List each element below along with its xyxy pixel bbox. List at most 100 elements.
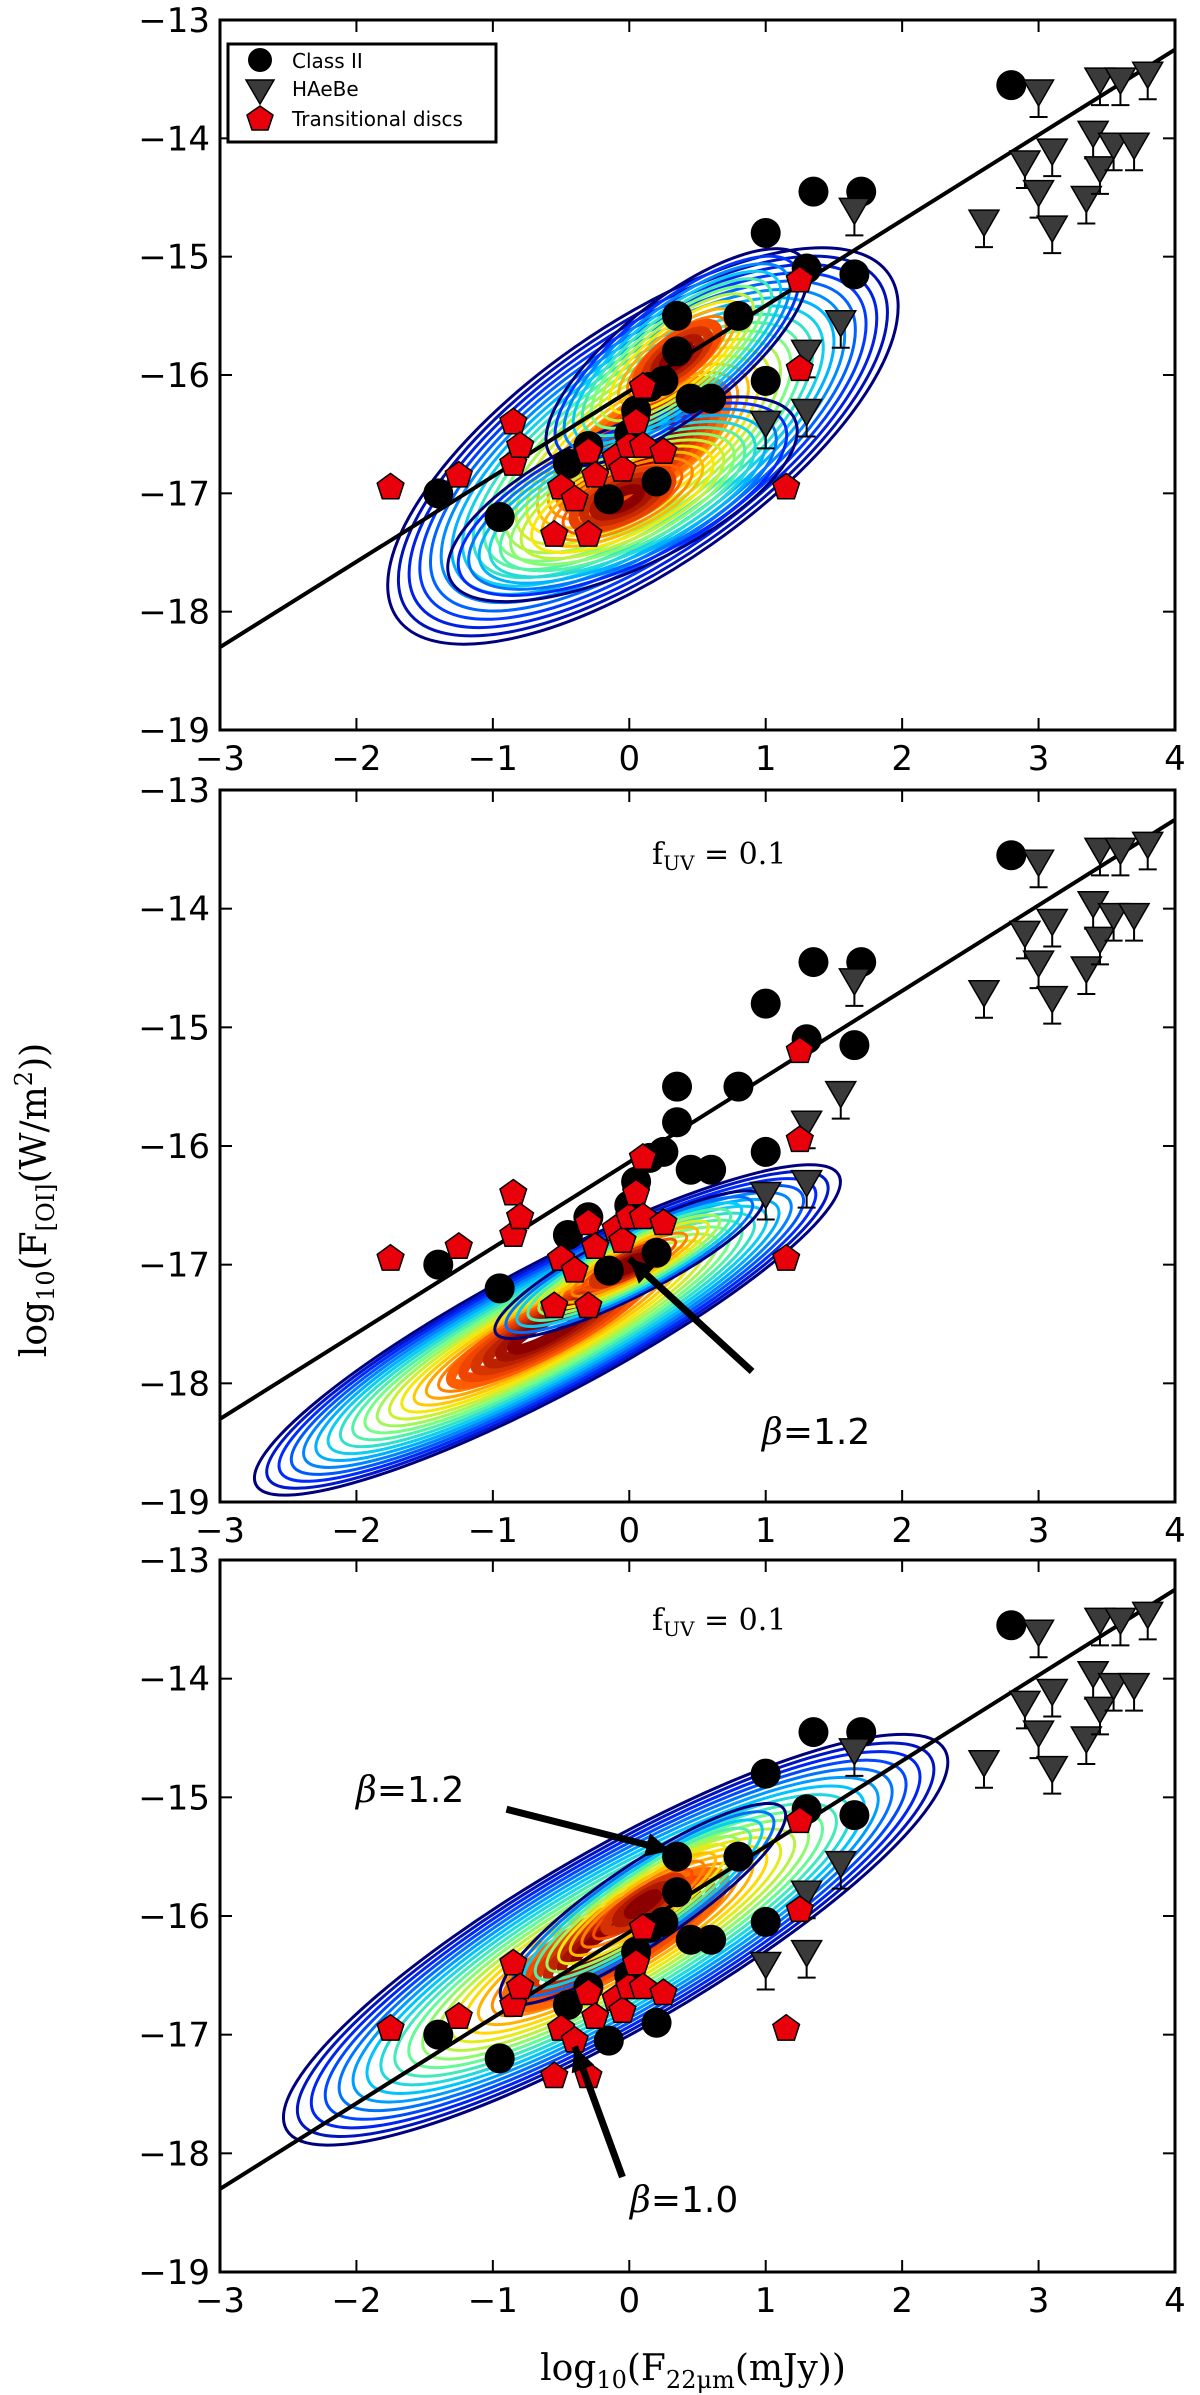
haebe-point [1131, 1601, 1165, 1630]
transitional-point [649, 1978, 678, 2006]
x-tick-label: −3 [195, 1511, 245, 1551]
transitional-point [376, 1243, 405, 1271]
y-tick-label: −14 [138, 1660, 210, 1700]
transitional-point [608, 1995, 637, 2024]
haebe-point [1104, 837, 1137, 866]
y-tick-label: −13 [138, 1541, 210, 1581]
x-tick-label: −2 [331, 1511, 381, 1551]
annotation-arrowhead [629, 1258, 656, 1284]
y-tick-label: −18 [138, 2134, 210, 2174]
haebe-point [1117, 902, 1151, 932]
panel-3: −3 −2 −1 0 1 2 3 4 −19 −18 −17 −16 −15 −14 −13 [138, 1541, 1186, 2321]
fit-line [218, 47, 1177, 649]
y-tick-label: −14 [138, 119, 210, 159]
panel2-beta-label: β=1.2 [760, 1412, 870, 1453]
class2-point [641, 1237, 672, 1268]
x-tick-label: 1 [755, 1511, 777, 1551]
class2-point [798, 1717, 829, 1748]
class2-point [662, 1877, 693, 1908]
x-tick-label: −1 [468, 739, 518, 779]
kde-contour-ring [323, 1758, 908, 2121]
class2-point [996, 70, 1027, 101]
class2-point [641, 466, 672, 497]
transitional-point [785, 1806, 814, 1834]
class2-point [798, 176, 829, 207]
transitional-point [505, 1972, 535, 2000]
x-tick-label: −1 [468, 2281, 518, 2321]
class2-point [996, 1610, 1027, 1641]
haebe-point [824, 1080, 858, 1110]
haebe-point [1083, 1607, 1117, 1636]
x-tick-label: −2 [331, 2281, 381, 2321]
haebe-point [1097, 902, 1130, 932]
y-tick-label: −13 [138, 1, 210, 41]
class2-point [552, 1220, 583, 1250]
x-tick-label: 0 [618, 2281, 640, 2321]
legend: Class II HAeBe Transitional discs [226, 42, 498, 144]
transitional-point [621, 1178, 651, 1206]
kde-contour-ring [252, 1163, 842, 1497]
class2-point [750, 1906, 781, 1937]
haebe-point [790, 398, 823, 428]
transitional-point [560, 484, 589, 512]
class2-point [662, 300, 693, 331]
class2-point [723, 300, 754, 331]
transitional-point [628, 371, 658, 399]
x-tick-label: 4 [1164, 739, 1186, 779]
class2-point [662, 1071, 693, 1102]
transitional-point [785, 265, 814, 293]
x-tick-label: 1 [755, 2281, 777, 2321]
haebe-point [749, 1951, 783, 1980]
haebe-point [1035, 908, 1069, 938]
y-tick-label: −15 [138, 1778, 210, 1818]
legend-marker-class2 [248, 48, 272, 72]
class2-point [696, 1924, 727, 1955]
haebe-point [1022, 849, 1055, 878]
haebe-point [824, 1850, 858, 1880]
panel-2: −3 −2 −1 0 1 2 3 4 −19 −18 −17 −16 −15 −14 −13 [138, 771, 1186, 1551]
annotation-arrow [626, 1256, 755, 1375]
transitional-point [628, 1202, 658, 1230]
class2-point [750, 1758, 781, 1789]
haebe-point [1035, 1755, 1069, 1785]
haebe-point [1104, 67, 1137, 96]
haebe-point [967, 209, 1001, 238]
class2-point [750, 218, 781, 248]
legend-marker-transitional [246, 105, 274, 131]
panel3-fuv-label: fUV = 0.1 [652, 1603, 786, 1641]
y-tick-label: −19 [138, 2253, 210, 2293]
class2-point [723, 1071, 754, 1102]
kde-contours [252, 1163, 842, 1497]
transitional-point [505, 431, 535, 459]
annotation-arrowhead [571, 2046, 595, 2074]
legend-box [226, 42, 498, 144]
transitional-point [785, 1036, 814, 1064]
haebe-point [1104, 1607, 1137, 1636]
haebe-point [1035, 1678, 1069, 1708]
series-triangle-down [749, 1601, 1165, 1991]
haebe-point [749, 1181, 783, 1210]
class2-point [484, 502, 515, 532]
y-tick-label: −17 [138, 1246, 210, 1286]
kde-contour-ring [351, 1775, 880, 2104]
y-tick-label: −16 [138, 356, 210, 396]
transitional-point [574, 1208, 603, 1236]
haebe-point [1035, 138, 1069, 167]
fit-line [218, 817, 1177, 1421]
transitional-point [621, 407, 651, 435]
haebe-point [838, 197, 871, 226]
class2-point [648, 1136, 679, 1167]
series-pentagon [376, 1806, 814, 2089]
x-tick-label: 3 [1028, 1511, 1050, 1551]
kde-contour-ring [314, 1197, 781, 1463]
transitional-point [444, 2001, 473, 2029]
haebe-point [1022, 179, 1055, 209]
transitional-point [608, 454, 637, 482]
annotation-arrow [505, 1805, 672, 1855]
class2-point [423, 478, 454, 509]
haebe-point [1070, 1726, 1103, 1755]
haebe-point [1083, 837, 1117, 866]
class2-point [696, 1154, 727, 1185]
x-tick-label: 3 [1028, 739, 1050, 779]
x-tick-label: 0 [618, 739, 640, 779]
